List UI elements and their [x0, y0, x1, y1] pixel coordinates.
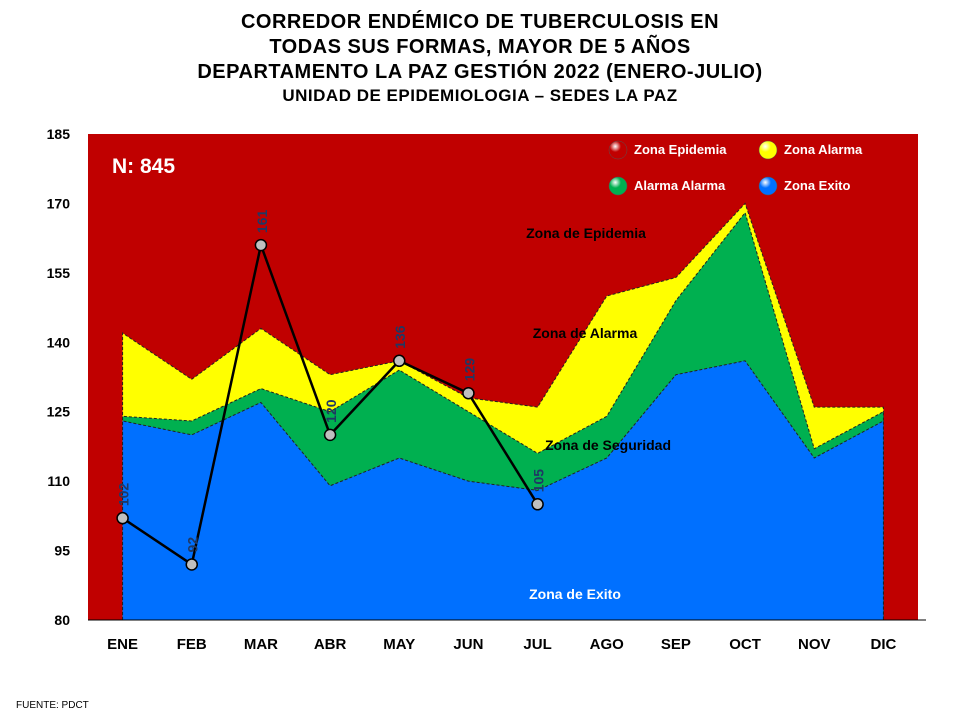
observed-value-label: 92 [185, 537, 201, 553]
n-count-label: N: 845 [112, 155, 175, 178]
x-tick-label: FEB [177, 636, 207, 653]
observed-value-label: 120 [323, 399, 339, 423]
zone-label-exito: Zona de Exito [529, 586, 621, 602]
x-tick-label: DIC [870, 636, 896, 653]
observed-value-label: 161 [254, 210, 270, 234]
observed-value-label: 129 [461, 358, 477, 382]
observed-value-label: 105 [531, 469, 547, 493]
x-tick-label: AGO [590, 636, 625, 653]
legend-marker-seguridad [608, 176, 628, 196]
zone-label-seguridad: Zona de Seguridad [545, 437, 671, 453]
x-tick-label: ABR [314, 636, 347, 653]
legend-label-exito: Zona Exito [784, 178, 851, 193]
area-exito [122, 360, 884, 621]
chart-title-line-1: CORREDOR ENDÉMICO DE TUBERCULOSIS EN [240, 11, 720, 33]
y-tick-label: 125 [47, 404, 71, 420]
observed-value-label: 136 [392, 325, 408, 349]
x-tick-label: SEP [661, 636, 691, 653]
x-tick-label: NOV [798, 636, 831, 653]
legend-marker-exito [758, 176, 778, 196]
y-tick-label: 95 [54, 543, 70, 559]
observed-point [323, 428, 337, 442]
observed-point [254, 238, 268, 252]
legend-marker-epidemia [608, 140, 628, 160]
x-tick-label: ENE [107, 636, 138, 653]
legend-label-alarma: Zona Alarma [784, 142, 863, 157]
observed-point [462, 386, 475, 400]
observed-point [531, 498, 544, 511]
chart-title-line-2: TODAS SUS FORMAS, MAYOR DE 5 AÑOS [269, 36, 691, 58]
y-tick-label: 110 [47, 473, 70, 489]
chart-title-line-3: DEPARTAMENTO LA PAZ GESTIÓN 2022 (ENERO-… [197, 61, 763, 83]
observed-point [185, 558, 198, 571]
legend-marker-alarma [758, 140, 778, 160]
y-tick-label: 170 [47, 195, 71, 211]
x-tick-label: MAR [244, 636, 278, 653]
y-tick-label: 155 [47, 265, 71, 281]
y-tick-label: 80 [54, 612, 70, 628]
y-tick-label: 185 [47, 126, 71, 142]
legend-label-seguridad: Alarma Alarma [634, 178, 726, 193]
source-note: FUENTE: PDCT [16, 700, 89, 711]
chart-subtitle: UNIDAD DE EPIDEMIOLOGIA – SEDES LA PAZ [282, 86, 678, 105]
legend-label-epidemia: Zona Epidemia [634, 142, 727, 157]
zone-label-alarma: Zona de Alarma [533, 325, 638, 341]
zone-label-epidemia: Zona de Epidemia [526, 225, 646, 241]
chart-title-block: CORREDOR ENDÉMICO DE TUBERCULOSIS EN TOD… [0, 10, 960, 107]
observed-point [393, 354, 406, 368]
x-tick-label: OCT [729, 636, 761, 653]
x-tick-label: JUN [453, 636, 483, 653]
x-tick-label: JUL [523, 636, 551, 653]
observed-point [116, 511, 129, 525]
x-tick-label: MAY [383, 636, 415, 653]
observed-value-label: 102 [116, 483, 132, 507]
y-tick-label: 140 [47, 334, 71, 350]
